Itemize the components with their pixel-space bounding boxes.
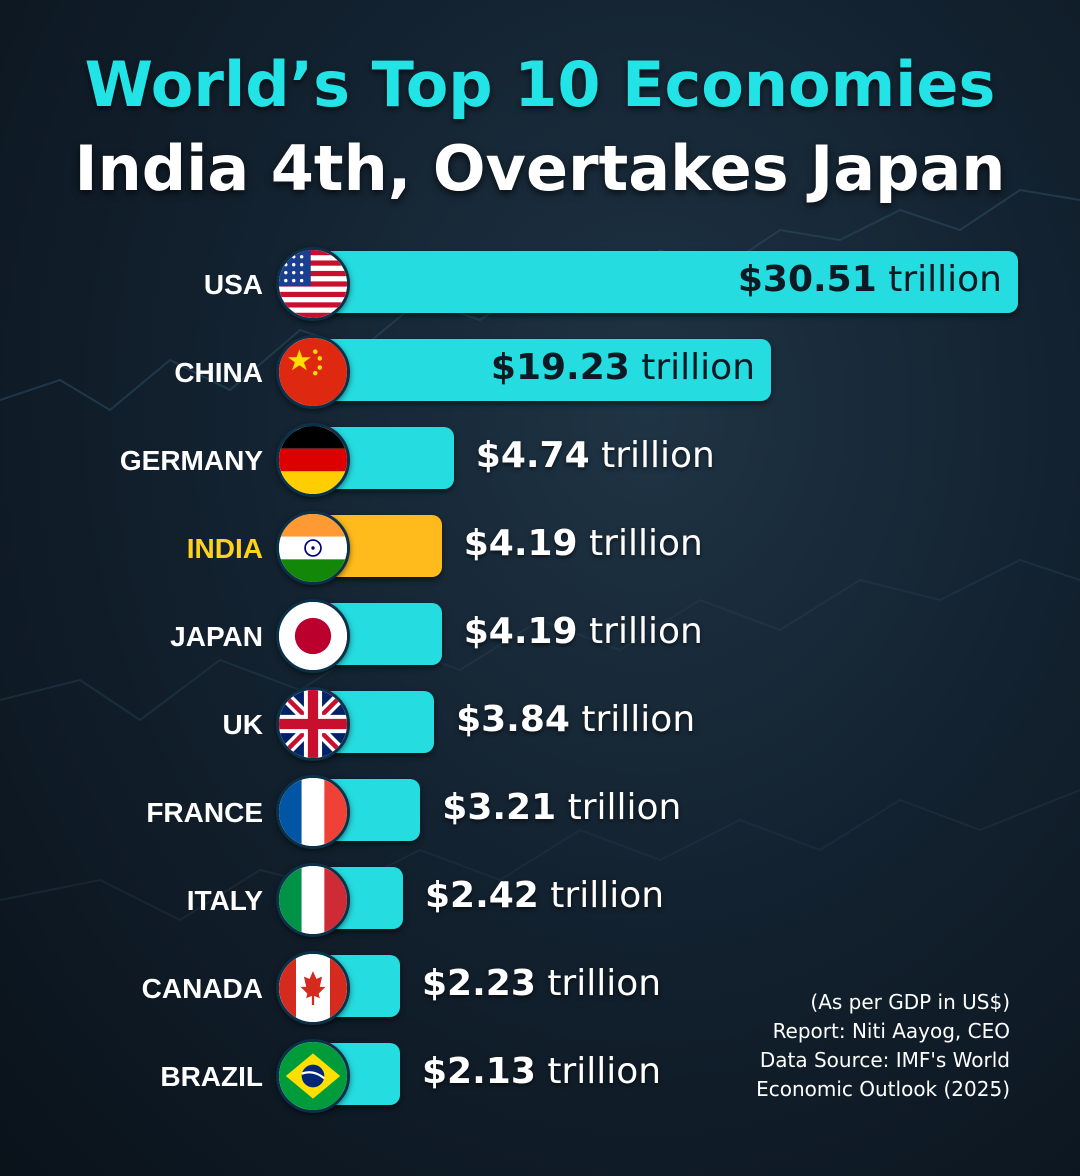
category-label: UK (222, 709, 263, 740)
category-label: USA (203, 269, 263, 300)
chart-title: World’s Top 10 Economies (84, 48, 996, 121)
data-label: $2.13 trillion (422, 1051, 662, 1092)
france-flag-icon (276, 775, 350, 849)
bar-row-uk: UK $3.84 trillion (0, 687, 1080, 767)
usa-flag-icon (276, 247, 350, 321)
data-label: $3.21 trillion (442, 787, 682, 828)
note-line-2: Report: Niti Aayog, CEO (772, 1019, 1010, 1043)
bar-row-brazil: BRAZIL $2.13 trillion (0, 1039, 1080, 1119)
canada-flag-icon (276, 951, 350, 1025)
bar-row-india: INDIA $4.19 trillion (0, 511, 1080, 591)
data-label: $2.23 trillion (422, 963, 662, 1004)
category-label: JAPAN (170, 621, 263, 652)
data-label: $4.19 trillion (463, 611, 703, 652)
india-flag-icon (276, 511, 350, 585)
data-label: $4.19 trillion (463, 523, 703, 564)
note-line-1: (As per GDP in US$) (810, 990, 1010, 1014)
bar (300, 251, 1018, 313)
bar (300, 339, 772, 401)
uk-flag-icon (276, 687, 350, 761)
category-label: BRAZIL (160, 1061, 263, 1092)
italy-flag-icon (276, 863, 350, 937)
bar-row-france: FRANCE $3.21 trillion (0, 775, 1080, 855)
category-label: ITALY (186, 885, 263, 916)
bar-row-usa: USA $30.51 trillion (0, 247, 1080, 327)
source-note: (As per GDP in US$) Report: Niti Aayog, … (756, 988, 1010, 1104)
brazil-flag-icon (276, 1039, 350, 1113)
germany-flag-icon (276, 423, 350, 497)
note-line-4: Economic Outlook (2025) (756, 1077, 1010, 1101)
category-label: GERMANY (119, 445, 263, 476)
china-flag-icon (276, 335, 350, 409)
bar-row-china: CHINA $19.23 trillion (0, 335, 1080, 415)
bar-row-italy: ITALY $2.42 trillion (0, 863, 1080, 943)
category-label: INDIA (186, 533, 263, 564)
data-label: $30.51 trillion (737, 259, 1002, 300)
data-label: $4.74 trillion (475, 435, 715, 476)
data-label: $3.84 trillion (456, 699, 696, 740)
bar-row-japan: JAPAN $4.19 trillion (0, 599, 1080, 679)
data-label: $19.23 trillion (490, 347, 756, 388)
note-line-3: Data Source: IMF's World (759, 1048, 1010, 1072)
data-label: $2.42 trillion (424, 875, 665, 916)
chart-subtitle: India 4th, Overtakes Japan (74, 132, 1006, 205)
japan-flag-icon (276, 599, 350, 673)
category-label: CANADA (141, 973, 263, 1004)
category-label: CHINA (174, 357, 263, 388)
bar-row-germany: GERMANY $4.74 trillion (0, 423, 1080, 503)
bar-row-canada: CANADA $2.23 trillion (0, 951, 1080, 1031)
category-label: FRANCE (146, 797, 263, 828)
